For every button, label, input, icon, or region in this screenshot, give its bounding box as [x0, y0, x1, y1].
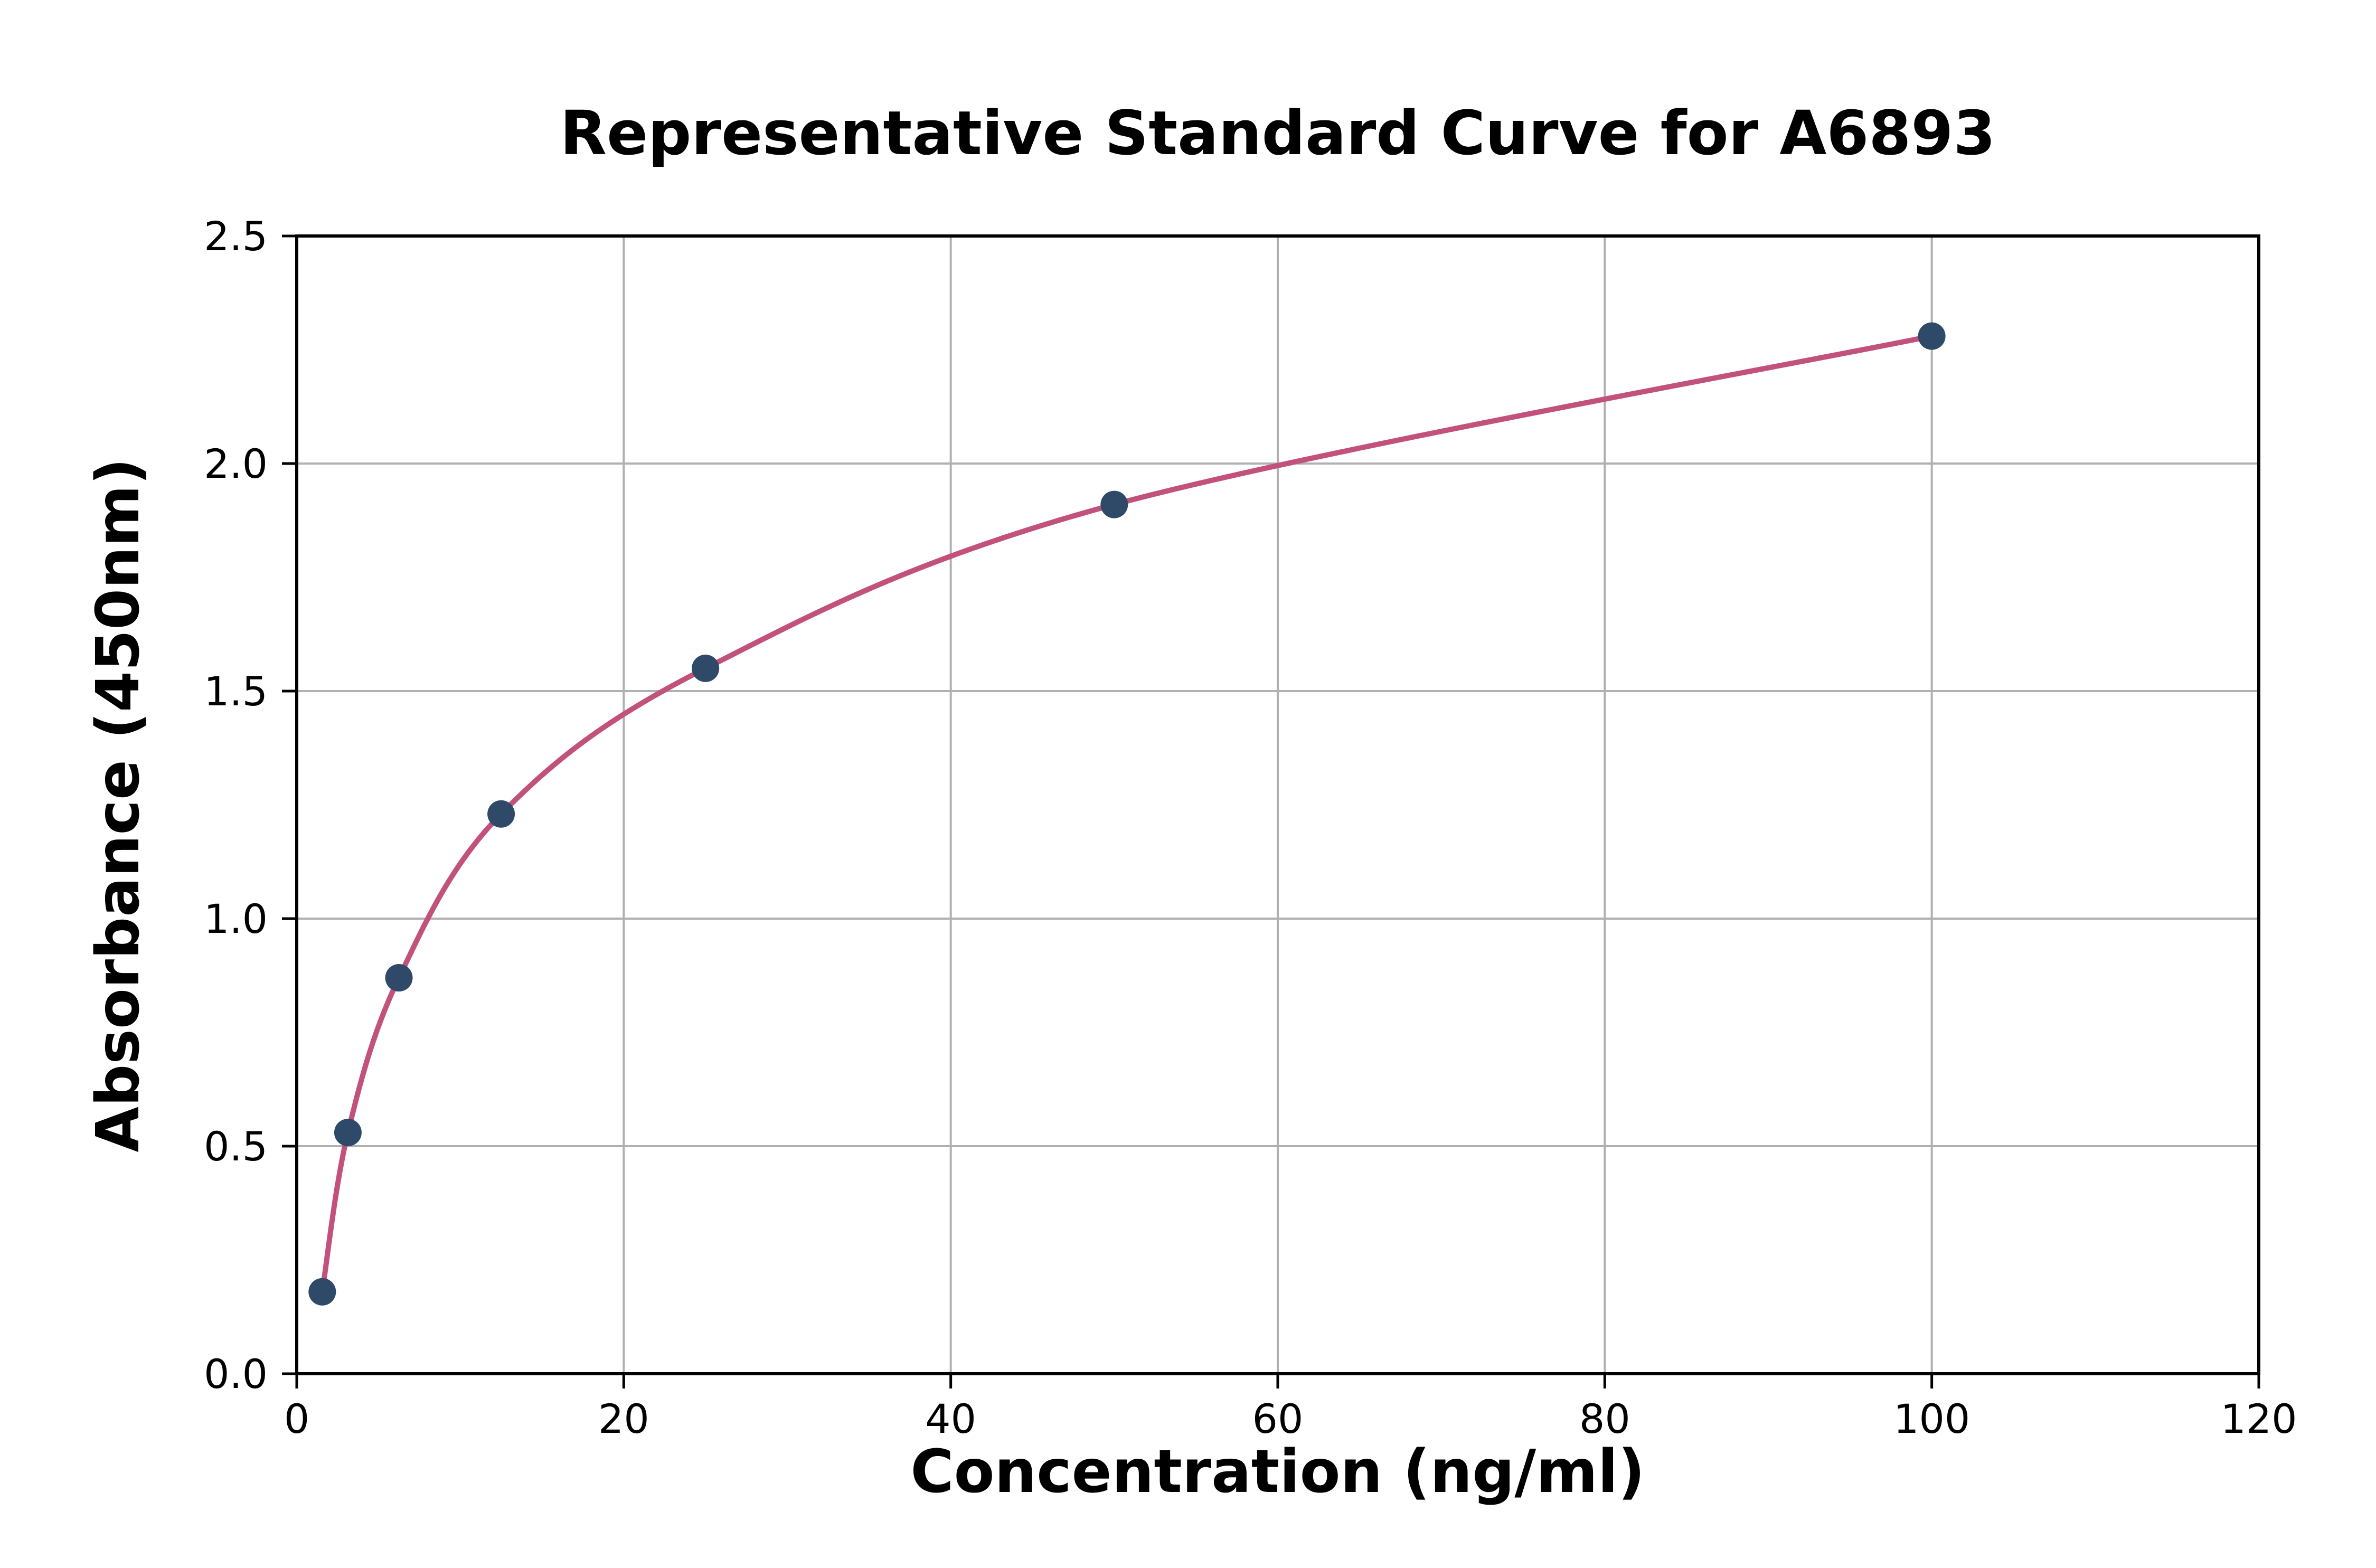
data-point: [487, 800, 515, 828]
data-point: [692, 654, 720, 682]
x-tick-label: 20: [598, 1395, 649, 1442]
gridlines: [296, 235, 2260, 1375]
y-tick-label: 2.5: [204, 213, 268, 260]
chart-title: Representative Standard Curve for A6893: [560, 98, 1996, 169]
y-tick-label: 1.5: [204, 668, 268, 715]
x-axis-label: Concentration (ng/ml): [910, 1438, 1645, 1506]
standard-curve-line: [319, 333, 1935, 1295]
axis-ticks: 0 20 40 60 80 100 120 0.0 0.5 1.0 1.5 2.0 2.5: [204, 213, 2297, 1442]
data-points: [308, 322, 1946, 1306]
data-point: [385, 964, 413, 992]
data-point: [1100, 490, 1128, 518]
x-tick-label: 80: [1579, 1395, 1630, 1442]
y-tick-label: 2.0: [204, 440, 268, 487]
y-tick-label: 0.5: [204, 1123, 268, 1170]
y-tick-label: 0.0: [204, 1350, 268, 1397]
x-tick-label: 100: [1893, 1395, 1970, 1442]
fit-curve: [319, 333, 1935, 1295]
x-tick-label: 60: [1252, 1395, 1304, 1442]
plot-border: [295, 234, 2260, 1375]
y-axis-label: Absorbance (450nm): [84, 458, 153, 1152]
data-point: [1918, 322, 1946, 350]
spine-box: [295, 234, 2260, 1375]
data-point: [334, 1119, 362, 1147]
data-point: [308, 1278, 336, 1306]
x-tick-label: 120: [2220, 1395, 2297, 1442]
y-tick-label: 1.0: [204, 895, 268, 942]
x-tick-label: 40: [925, 1395, 976, 1442]
x-tick-label: 0: [284, 1395, 309, 1442]
